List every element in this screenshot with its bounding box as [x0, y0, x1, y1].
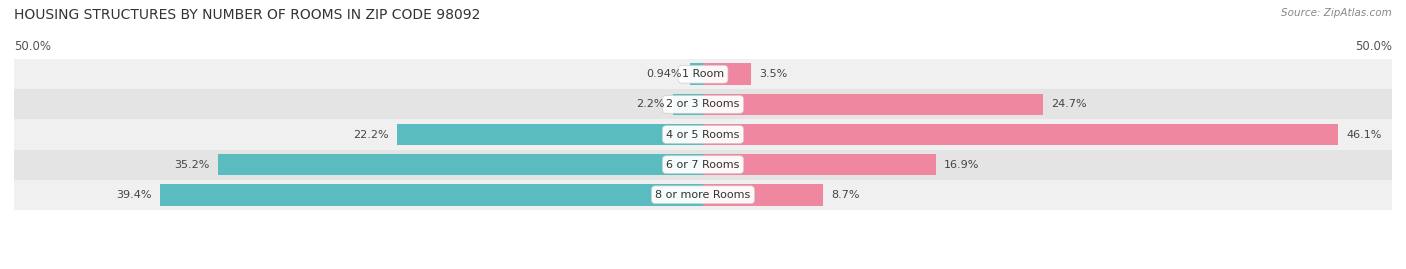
- Text: Source: ZipAtlas.com: Source: ZipAtlas.com: [1281, 8, 1392, 18]
- Text: 3.5%: 3.5%: [759, 69, 787, 79]
- Text: 8 or more Rooms: 8 or more Rooms: [655, 190, 751, 200]
- Bar: [703, 94, 1043, 115]
- Bar: [14, 59, 1392, 89]
- Text: 24.7%: 24.7%: [1052, 99, 1087, 109]
- Legend: Owner-occupied, Renter-occupied: Owner-occupied, Renter-occupied: [579, 264, 827, 269]
- Text: 16.9%: 16.9%: [945, 160, 980, 170]
- Bar: [703, 184, 823, 206]
- Text: HOUSING STRUCTURES BY NUMBER OF ROOMS IN ZIP CODE 98092: HOUSING STRUCTURES BY NUMBER OF ROOMS IN…: [14, 8, 481, 22]
- Text: 2 or 3 Rooms: 2 or 3 Rooms: [666, 99, 740, 109]
- Text: 35.2%: 35.2%: [174, 160, 209, 170]
- Text: 1 Room: 1 Room: [682, 69, 724, 79]
- Bar: [703, 124, 1339, 145]
- Text: 6 or 7 Rooms: 6 or 7 Rooms: [666, 160, 740, 170]
- Text: 22.2%: 22.2%: [353, 129, 389, 140]
- Bar: [14, 119, 1392, 150]
- Bar: [690, 63, 703, 85]
- Text: 4 or 5 Rooms: 4 or 5 Rooms: [666, 129, 740, 140]
- Text: 2.2%: 2.2%: [636, 99, 665, 109]
- Bar: [218, 154, 703, 175]
- Text: 39.4%: 39.4%: [117, 190, 152, 200]
- Text: 46.1%: 46.1%: [1347, 129, 1382, 140]
- Bar: [160, 184, 703, 206]
- Bar: [672, 94, 703, 115]
- Bar: [14, 89, 1392, 119]
- Bar: [14, 180, 1392, 210]
- Bar: [703, 63, 751, 85]
- Text: 8.7%: 8.7%: [831, 190, 859, 200]
- Bar: [14, 150, 1392, 180]
- Text: 50.0%: 50.0%: [1355, 40, 1392, 53]
- Bar: [703, 154, 936, 175]
- Text: 50.0%: 50.0%: [14, 40, 51, 53]
- Bar: [396, 124, 703, 145]
- Text: 0.94%: 0.94%: [647, 69, 682, 79]
